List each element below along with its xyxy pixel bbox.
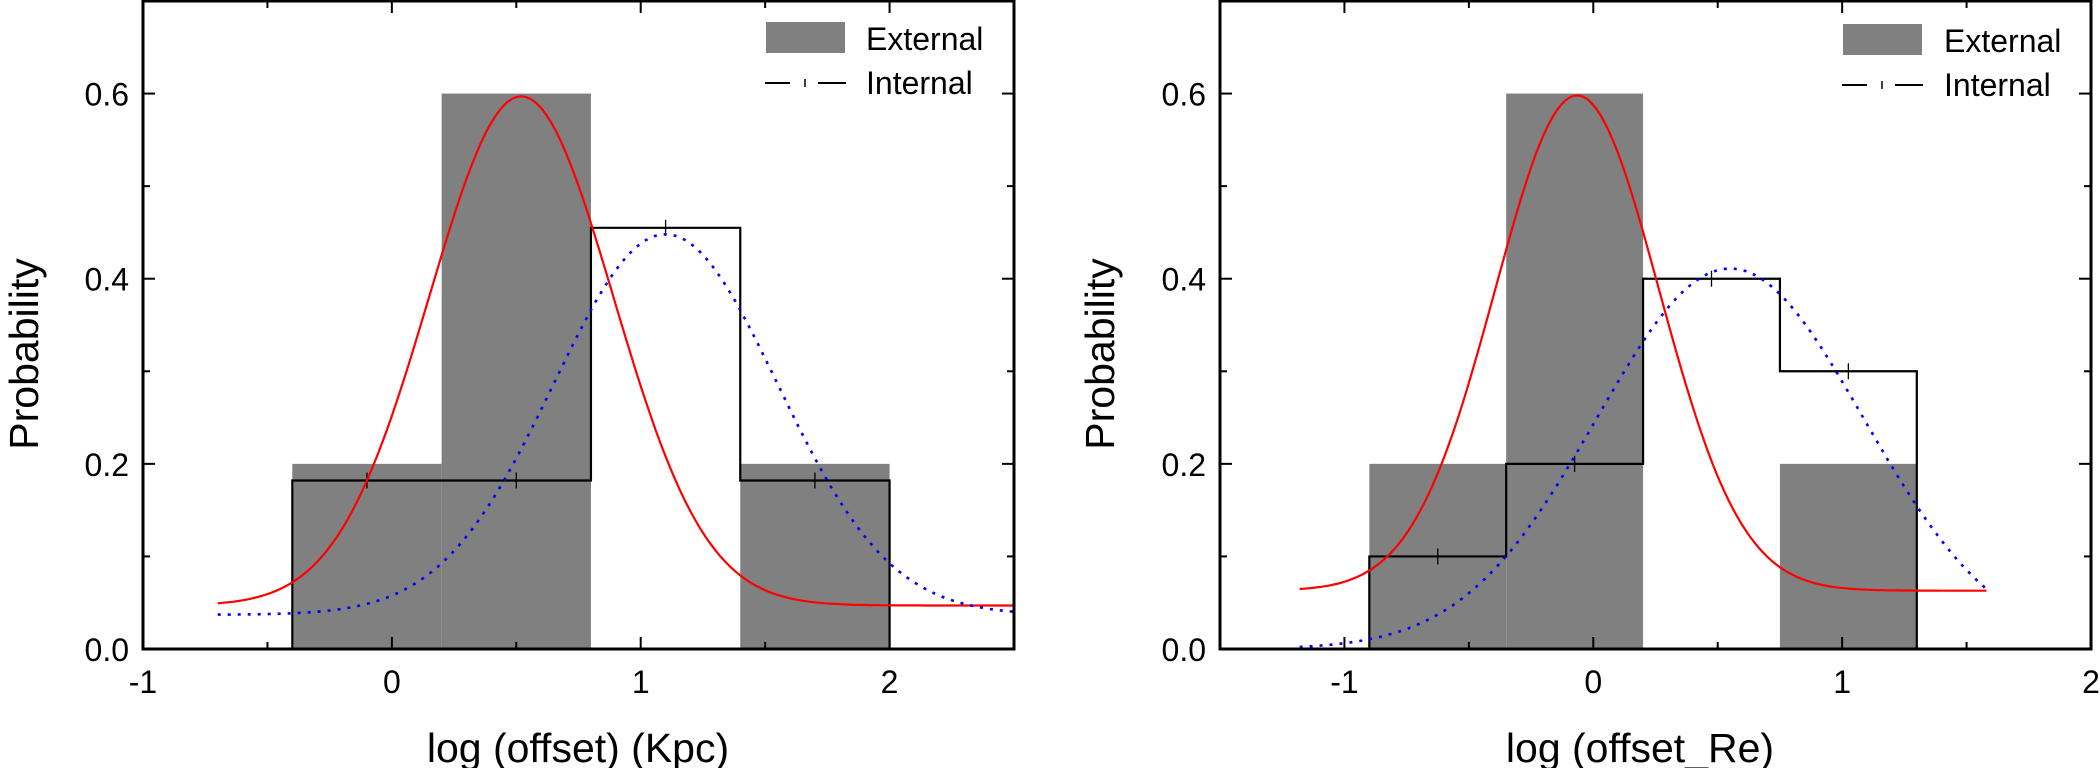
plot-area: -1 0 1 2 0.0 0.2 0.4 0.6	[85, 0, 1016, 700]
internal-step-histogram	[291, 226, 891, 649]
x-tick-label: 1	[1833, 664, 1851, 700]
y-tick-label: 0.4	[1162, 262, 1206, 298]
y-tick-label: 0.0	[1162, 632, 1206, 668]
legend-internal-swatch	[765, 79, 846, 87]
x-tick-label: 0	[1584, 664, 1602, 700]
legend-internal-swatch	[1842, 81, 1923, 89]
left-legend: External Internal	[765, 21, 983, 101]
y-tick-label: 0.6	[1162, 77, 1206, 113]
left-y-axis-title: Probability	[1, 258, 47, 450]
x-tick-label: 2	[881, 664, 899, 700]
right-panel: -1 0 1 2 0.0 0.2 0.4 0.6 Probability log (offse…	[1077, 0, 2100, 768]
external-histogram-bar	[1779, 463, 1917, 649]
y-tick-label: 0.2	[85, 447, 129, 483]
external-fit-curve	[217, 95, 1014, 607]
external-histogram-bar	[1506, 93, 1644, 650]
internal-fit-curve	[1299, 267, 1988, 649]
external-histogram-bar	[740, 463, 890, 649]
legend-external-label: External	[1944, 23, 2061, 59]
legend-external-swatch	[1843, 24, 1922, 55]
x-tick-label: 1	[632, 664, 650, 700]
y-tick-label: 0.2	[1162, 447, 1206, 483]
left-x-axis-title: log (offset) (Kpc)	[427, 725, 729, 768]
y-tick-label: 0.0	[85, 632, 129, 668]
axes-frame	[1218, 0, 2093, 651]
x-tick-label: -1	[1330, 664, 1358, 700]
axes-frame	[141, 0, 1016, 651]
legend-internal-label: Internal	[1944, 67, 2051, 103]
legend-external-label: External	[866, 21, 983, 57]
x-tick-label: 2	[2082, 664, 2100, 700]
plot-area: -1 0 1 2 0.0 0.2 0.4 0.6	[1162, 0, 2100, 700]
right-legend: External Internal	[1842, 23, 2061, 103]
right-y-axis-title: Probability	[1077, 258, 1123, 450]
external-histogram-bar	[441, 93, 591, 650]
left-panel: -1 0 1 2 0.0 0.2 0.4 0.6 Probability log (offse…	[1, 0, 1016, 768]
right-x-axis-title: log (offset_Re)	[1506, 725, 1774, 768]
y-tick-label: 0.4	[85, 262, 129, 298]
legend-external-swatch	[766, 22, 845, 53]
external-histogram-bar	[292, 463, 442, 649]
legend-internal-label: Internal	[866, 65, 973, 101]
external-fit-curve	[1299, 94, 1987, 592]
x-tick-label: -1	[129, 664, 157, 700]
x-tick-label: 0	[383, 664, 401, 700]
y-tick-label: 0.6	[85, 77, 129, 113]
